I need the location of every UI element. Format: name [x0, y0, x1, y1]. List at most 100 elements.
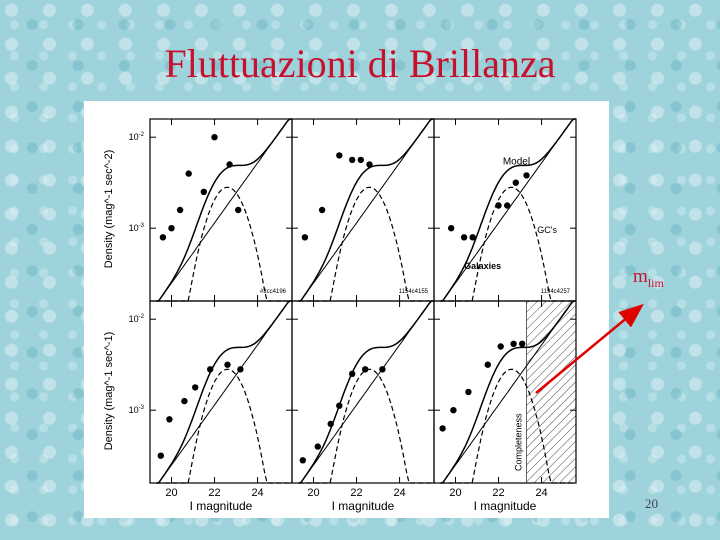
data-point [211, 134, 218, 141]
data-point [235, 206, 242, 214]
y-tick-label: 10-2 [129, 132, 145, 142]
data-point [327, 420, 334, 428]
data-point [168, 225, 175, 232]
panel-frame [291, 300, 435, 484]
figure-panel: #3cc4196 10-2 10-3 1154c4155 1194c4257 Model G… [84, 101, 609, 518]
completeness-label: Completeness [514, 413, 524, 471]
x-axis-label: I magnitude [474, 499, 537, 513]
data-point [336, 152, 343, 159]
data-point [166, 416, 173, 423]
data-point [469, 234, 476, 241]
data-point [336, 402, 343, 409]
data-point [512, 179, 519, 186]
x-tick-label: 22 [208, 487, 220, 499]
model-curve [298, 118, 434, 302]
data-point [207, 366, 214, 373]
x-tick-label: 20 [165, 487, 177, 499]
data-point [200, 188, 207, 195]
data-point [224, 361, 231, 368]
data-point [362, 366, 369, 373]
page-number: 20 [645, 496, 658, 511]
annotation-galaxies: Galaxies [464, 261, 501, 271]
data-point [157, 452, 164, 459]
data-point [318, 206, 326, 214]
gc-curve [156, 186, 292, 302]
panel-frame [433, 118, 577, 302]
model-curve [156, 300, 292, 484]
data-point [510, 340, 517, 347]
gc-curve [156, 368, 292, 484]
galaxy-curve [442, 118, 576, 302]
data-point [185, 170, 192, 177]
x-tick-label: 24 [251, 487, 263, 499]
x-tick-label: 22 [492, 487, 504, 499]
chart-svg: #3cc4196 10-2 10-3 1154c4155 1194c4257 Model G… [103, 118, 577, 513]
data-point [379, 366, 386, 373]
data-point [299, 457, 306, 464]
y-tick-exponent: -2 [139, 132, 145, 138]
data-point [192, 384, 199, 391]
data-point [484, 361, 491, 368]
x-axis-label: I magnitude [190, 499, 253, 513]
annotation-gcs: GC's [537, 225, 557, 235]
panel-6: Completeness 20 22 24I magnitude [433, 300, 577, 513]
data-point [450, 407, 457, 414]
panel-id: 1154c4155 [399, 289, 429, 295]
x-axis-label: I magnitude [332, 499, 395, 513]
mlim-label: mlim [633, 266, 664, 291]
y-tick-label: 10-2 [129, 314, 145, 324]
model-curve [440, 118, 576, 302]
x-tick-label: 20 [307, 487, 319, 499]
y-tick-exponent: -3 [139, 223, 145, 229]
data-point [504, 202, 511, 209]
x-tick-label: 20 [449, 487, 461, 499]
y-tick-exponent: -2 [139, 314, 145, 320]
data-point [439, 425, 446, 432]
panel-id: #3cc4196 [260, 289, 287, 295]
data-point [523, 172, 530, 179]
data-point [176, 206, 184, 214]
data-point [448, 225, 455, 232]
gc-curve [298, 368, 434, 484]
data-point [226, 161, 233, 168]
data-point [519, 340, 526, 347]
mlim-sub: lim [647, 275, 664, 290]
panel-frame [291, 118, 435, 302]
data-point [465, 388, 472, 396]
x-tick-label: 24 [535, 487, 547, 499]
panel-3: 1194c4257 Model GC's Galaxies [433, 118, 577, 302]
model-curve [156, 118, 292, 302]
annotation-model: Model [503, 157, 530, 168]
y-tick-label: 10-3 [129, 223, 145, 233]
data-point [349, 156, 356, 164]
panel-frame [149, 300, 293, 484]
gc-curve [298, 186, 434, 302]
slide-title: Fluttuazioni di Brillanza [164, 41, 556, 86]
y-tick-label: 10-3 [129, 405, 145, 415]
data-point [314, 443, 321, 450]
data-point [366, 161, 373, 168]
data-point [349, 370, 356, 377]
y-tick-exponent: -3 [139, 405, 145, 411]
model-curve [298, 300, 434, 484]
x-tick-label: 22 [350, 487, 362, 499]
data-point [237, 366, 244, 373]
galaxy-curve [300, 300, 434, 484]
panel-id: 1194c4257 [541, 289, 571, 295]
data-point [301, 234, 309, 241]
data-point [159, 234, 167, 241]
x-tick-label: 24 [393, 487, 405, 499]
completeness-hatch [526, 300, 577, 484]
y-axis-label-bottom: Density (mag^-1 sec^-1) [103, 332, 115, 451]
data-point [357, 156, 364, 164]
panel-4: 10-2 10-3 20 22 24I magnitude [129, 300, 293, 513]
data-point [495, 202, 502, 209]
panel-5: 20 22 24I magnitude [291, 300, 435, 513]
data-point [460, 234, 468, 241]
data-point [497, 343, 504, 350]
data-point [181, 397, 188, 405]
galaxy-curve [158, 300, 292, 484]
y-axis-label-top: Density (mag^-1 sec^-2) [103, 150, 115, 269]
panel-1: #3cc4196 10-2 10-3 [129, 118, 293, 302]
gc-curve [440, 368, 576, 484]
